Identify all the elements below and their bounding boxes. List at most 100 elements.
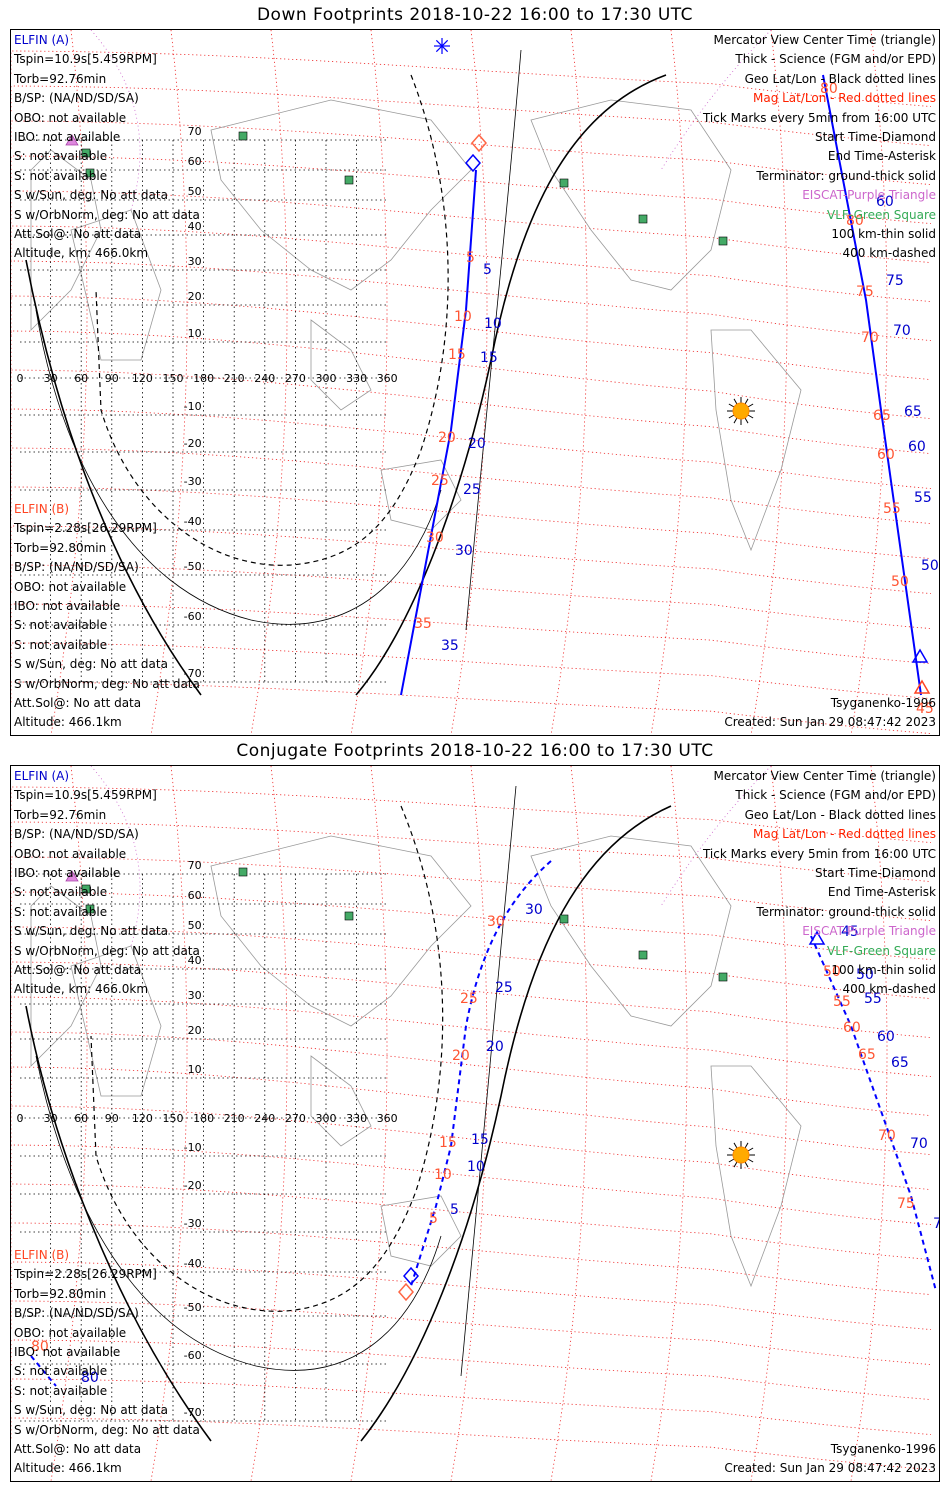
- down-footprints-panel: 0 30 60 90 120 150 180 210 240 270 300 330 360 70 60 50…: [10, 29, 940, 736]
- lat-tick-label: 40: [188, 954, 202, 967]
- footer-credits: Tsyganenko-1996 Created: Sun Jan 29 08:47…: [724, 1440, 936, 1479]
- geo-latlon-grid: [20, 873, 388, 1422]
- lon-tick-label: 0: [17, 1112, 24, 1125]
- legend-entry: 100 km-thin solid: [831, 962, 936, 977]
- elfin-b-tick-label: 30: [426, 530, 444, 546]
- info-line: Att.Sol@: No att data: [14, 1441, 142, 1456]
- elfin-a-tick-label: 25: [463, 482, 481, 498]
- lat-tick-label: 30: [188, 255, 202, 268]
- elfin-b-tick-label: 10: [434, 1167, 452, 1183]
- lat-tick-label: -20: [184, 437, 202, 450]
- elfin-b-tick-label: 20: [438, 430, 456, 446]
- elfin-b-info: ELFIN (B) Tspin=2.28s[26.29RPM] Torb=92.80…: [14, 500, 200, 733]
- legend-entry: Mercator View Center Time (triangle): [713, 33, 936, 47]
- vlf-square: [718, 972, 728, 982]
- elfin-a-tick-label: 65: [891, 1055, 909, 1071]
- elfin-b-tick-label: 60: [843, 1020, 861, 1036]
- legend-entry: End Time-Asterisk: [827, 885, 936, 900]
- lat-tick-label: 30: [188, 989, 202, 1002]
- lat-tick-label: -10: [184, 1141, 202, 1154]
- elfin-a-tick-label: 70: [893, 323, 911, 339]
- lon-tick-label: 300: [316, 372, 337, 385]
- elfin-b-tick-label: 45: [916, 701, 934, 717]
- legend-entry: 400 km-dashed: [842, 982, 936, 997]
- elfin-b-tick-label: 15: [448, 347, 466, 363]
- elfin-b-tick-label: 75: [897, 1196, 915, 1212]
- info-line: S: not available: [14, 885, 108, 900]
- info-line: IBO: not available: [14, 598, 121, 613]
- footer-credits: Tsyganenko-1996 Created: Sun Jan 29 08:47…: [724, 694, 936, 733]
- info-line: IBO: not available: [14, 129, 121, 144]
- terminator-lines: [25, 49, 667, 696]
- elfin-b-tick-label: 55: [883, 501, 901, 517]
- legend-entry: Geo Lat/Lon - Black dotted lines: [744, 807, 936, 822]
- lon-tick-label: 120: [132, 1112, 153, 1125]
- info-line: S w/Sun, deg: No att data: [14, 1403, 168, 1418]
- info-line: S w/OrbNorm, deg: No att data: [14, 943, 200, 958]
- center-triangle-a: [911, 648, 929, 663]
- footer-line: Created: Sun Jan 29 08:47:42 2023: [724, 1461, 936, 1476]
- vlf-square: [238, 867, 248, 877]
- satellite-name: ELFIN (B): [14, 502, 70, 516]
- vlf-square: [718, 236, 728, 246]
- info-line: Tspin=10.9s[5.459RPM]: [14, 788, 157, 803]
- info-line: S w/OrbNorm, deg: No att data: [14, 676, 200, 691]
- legend-entry: Start Time-Diamond: [814, 129, 936, 144]
- start-diamond-b: [471, 133, 487, 153]
- vlf-square: [85, 168, 95, 178]
- elfin-a-tick-label: 10: [484, 316, 502, 332]
- lon-tick-label: 150: [163, 372, 184, 385]
- elfin-a-tick-label: 65: [904, 404, 922, 420]
- elfin-b-tick-label: 50: [823, 964, 841, 980]
- elfin-b-info: ELFIN (B) Tspin=2.28s[26.29RPM] Torb=92.80…: [14, 1246, 200, 1479]
- legend-entry: Mag Lat/Lon - Red dotted lines: [752, 827, 936, 842]
- info-line: OBO: not available: [14, 1325, 127, 1340]
- lat-tick-label: 40: [188, 220, 202, 233]
- legend-entry: Terminator: ground-thick solid: [756, 904, 936, 919]
- lat-tick-label: -50: [184, 1301, 202, 1314]
- legend-entry: End Time-Asterisk: [827, 149, 936, 164]
- continent-outlines: [30, 835, 802, 1288]
- elfin-a-tick-label: 30: [525, 902, 543, 918]
- info-line: Torb=92.80min: [14, 540, 107, 555]
- elfin-a-tick-label: 70: [910, 1136, 928, 1152]
- sun-icon: [727, 397, 755, 425]
- lon-tick-label: 120: [132, 372, 153, 385]
- elfin-a-conj-track: [410, 860, 552, 1287]
- satellite-name: ELFIN (B): [14, 1248, 70, 1262]
- elfin-b-tick-label: 50: [891, 574, 909, 590]
- info-line: S: not available: [14, 904, 108, 919]
- lat-tick-label: -30: [184, 475, 202, 488]
- legend-entry: Terminator: ground-thick solid: [756, 168, 936, 183]
- elfin-a-tick-label: 5: [450, 1202, 459, 1218]
- info-line: S: not available: [14, 149, 108, 164]
- elfin-b-tick-label: 65: [858, 1047, 876, 1063]
- vlf-stations: [81, 131, 728, 246]
- lat-tick-label: -40: [184, 515, 202, 528]
- elfin-a-tick-label: 60: [877, 1029, 895, 1045]
- info-line: B/SP: (NA/ND/SD/SA): [14, 1306, 139, 1321]
- start-diamond-a: [465, 153, 481, 173]
- legend-entry: Mercator View Center Time (triangle): [713, 769, 936, 783]
- elfin-b-tick-label: 55: [833, 994, 851, 1010]
- elfin-a-info: ELFIN (A) Tspin=10.9s[5.459RPM] Torb=92.76…: [14, 767, 200, 1000]
- vlf-stations: [81, 867, 728, 982]
- elfin-a-track-2: [822, 74, 922, 696]
- info-line: B/SP: (NA/ND/SD/SA): [14, 560, 139, 575]
- info-line: Att.Sol@: No att data: [14, 226, 142, 241]
- lat-tick-label: 70: [188, 859, 202, 872]
- eiscat-triangle: [65, 870, 79, 882]
- map-canvas: 0 30 60 90 120 150 180 210 240 270 300 330 360 70 60 50…: [11, 30, 939, 735]
- elfin-a-conj-track-3: [30, 1355, 57, 1387]
- lon-tick-label: 210: [224, 372, 245, 385]
- lat-tick-label: -60: [184, 610, 202, 623]
- info-line: Altitude, km: 466.0km: [14, 246, 149, 261]
- elfin-a-tick-label: 5: [483, 262, 492, 278]
- lon-tick-label: 180: [193, 1112, 214, 1125]
- info-line: Altitude, km: 466.0km: [14, 982, 149, 997]
- eiscat-triangle: [65, 134, 79, 146]
- map-canvas: 0 30 60 90 120 150 180 210 240 270 300 330 360 70 60 50…: [11, 766, 939, 1481]
- elfin-a-tick-label: 30: [455, 543, 473, 559]
- lon-tick-label: 330: [346, 1112, 367, 1125]
- lon-tick-label: 60: [74, 1112, 88, 1125]
